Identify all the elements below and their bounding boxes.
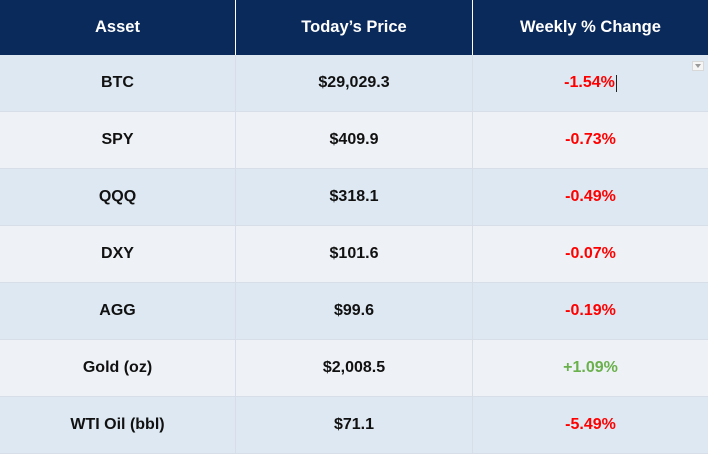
change-cell[interactable]: -0.73% [473, 112, 708, 169]
table-header-row: Asset Today’s Price Weekly % Change [0, 0, 708, 55]
asset-cell[interactable]: BTC [0, 55, 236, 112]
text-cursor [615, 74, 617, 92]
price-cell[interactable]: $71.1 [236, 397, 473, 454]
price-cell[interactable]: $409.9 [236, 112, 473, 169]
table-row: AGG $99.6 -0.19% [0, 283, 708, 340]
column-header-weekly-change[interactable]: Weekly % Change [520, 18, 661, 36]
price-cell[interactable]: $101.6 [236, 226, 473, 283]
asset-cell[interactable]: WTI Oil (bbl) [0, 397, 236, 454]
table-row: BTC $29,029.3 -1.54% [0, 55, 708, 112]
column-header-asset[interactable]: Asset [0, 0, 236, 55]
asset-cell[interactable]: AGG [0, 283, 236, 340]
change-cell-selected[interactable]: -1.54% [473, 55, 708, 112]
table-row: DXY $101.6 -0.07% [0, 226, 708, 283]
change-cell[interactable]: -5.49% [473, 397, 708, 454]
price-cell[interactable]: $99.6 [236, 283, 473, 340]
change-cell[interactable]: +1.09% [473, 340, 708, 397]
asset-cell[interactable]: QQQ [0, 169, 236, 226]
asset-cell[interactable]: DXY [0, 226, 236, 283]
price-cell[interactable]: $318.1 [236, 169, 473, 226]
column-header-price[interactable]: Today’s Price [236, 0, 473, 55]
table-row: WTI Oil (bbl) $71.1 -5.49% [0, 397, 708, 454]
change-value: -1.54% [564, 74, 615, 91]
asset-cell[interactable]: SPY [0, 112, 236, 169]
table-row: Gold (oz) $2,008.5 +1.09% [0, 340, 708, 397]
chevron-down-icon[interactable] [692, 61, 704, 71]
price-cell[interactable]: $29,029.3 [236, 55, 473, 112]
change-cell[interactable]: -0.49% [473, 169, 708, 226]
change-cell[interactable]: -0.07% [473, 226, 708, 283]
change-cell[interactable]: -0.19% [473, 283, 708, 340]
asset-cell[interactable]: Gold (oz) [0, 340, 236, 397]
price-cell[interactable]: $2,008.5 [236, 340, 473, 397]
table-row: SPY $409.9 -0.73% [0, 112, 708, 169]
table-row: QQQ $318.1 -0.49% [0, 169, 708, 226]
